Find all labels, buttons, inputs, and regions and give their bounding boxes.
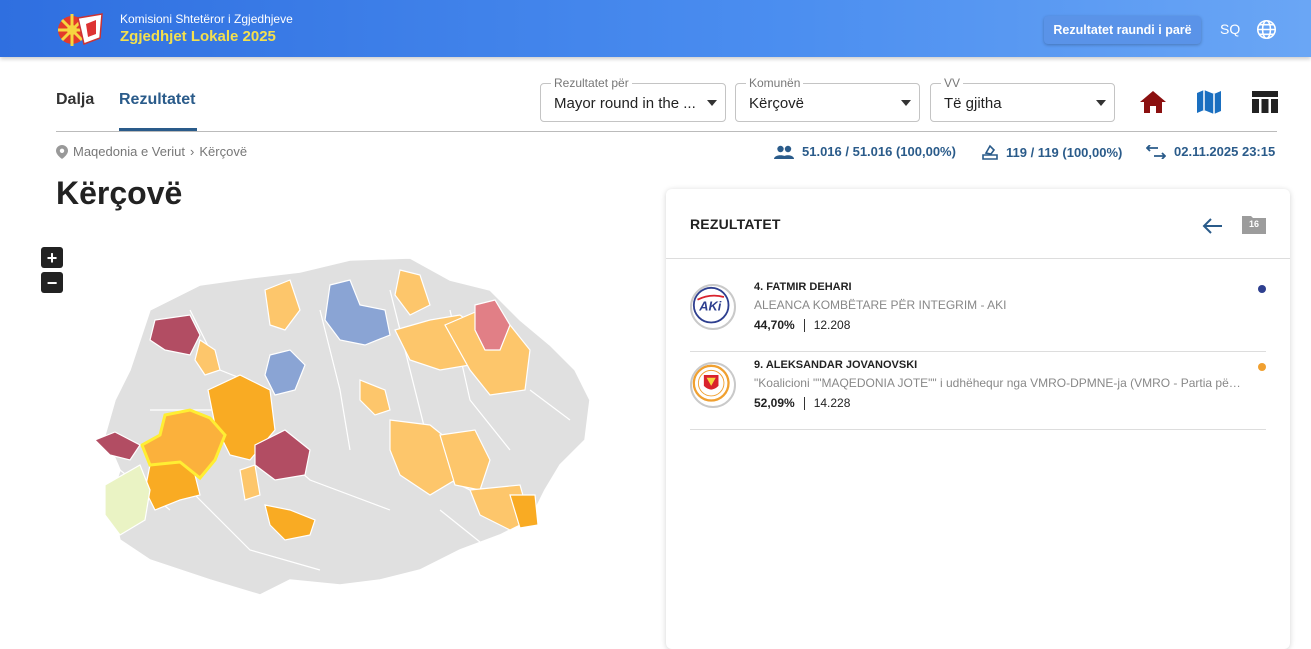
zoom-in-button[interactable]: + (41, 247, 63, 268)
sync-arrows-icon (1146, 144, 1166, 159)
orange-regions (144, 374, 539, 541)
breadcrumb-municipality: Kërçovë (199, 144, 248, 159)
candidate-party: ALEANCA KOMBËTARE PËR INTEGRIM - AKI (754, 298, 1007, 312)
breadcrumb-country[interactable]: Maqedonia e Veriut (73, 144, 186, 159)
folder-count: 16 (1248, 219, 1259, 229)
separator (803, 396, 805, 410)
breadcrumb: Maqedonia e Veriut › Kërçovë (56, 144, 247, 159)
voters-value: 51.016 / 51.016 (100,00%) (802, 144, 956, 159)
stations-value: 119 / 119 (100,00%) (1006, 144, 1123, 160)
municipality-select[interactable]: Komunën Kërçovë (735, 76, 920, 122)
stations-stat: 119 / 119 (100,00%) (982, 144, 1122, 160)
updated-value: 02.11.2025 23:15 (1174, 144, 1276, 159)
top-bar: Komisioni Shtetëror i Zgjedhjeve Zgjedhj… (0, 0, 1311, 57)
caret-down-icon (1096, 100, 1106, 106)
municipality-value: Kërçovë (749, 95, 805, 112)
candidate-percent: 52,09% (754, 396, 795, 410)
candidate-row[interactable]: 9. ALEKSANDAR JOVANOVSKI "Koalicioni ""M… (690, 352, 1266, 430)
caret-down-icon (707, 100, 717, 106)
svg-text:AKi: AKi (698, 299, 721, 314)
globe-icon[interactable] (1256, 19, 1277, 40)
table-icon[interactable] (1251, 89, 1279, 115)
party-color-dot (1258, 363, 1266, 371)
page-title: Kërçovë (56, 175, 183, 211)
caret-down-icon (901, 100, 911, 106)
voters-stat: 51.016 / 51.016 (100,00%) (774, 144, 956, 159)
sec-logo[interactable] (56, 10, 106, 48)
polling-station-select[interactable]: VV Të gjitha (930, 76, 1115, 122)
tab-turnout[interactable]: Dalja (56, 91, 95, 108)
blue-regions (264, 279, 391, 396)
divider (56, 131, 1277, 132)
location-pin-icon (56, 144, 68, 159)
results-for-value: Mayor round in the ... (554, 95, 696, 112)
municipality-label: Komunën (746, 76, 804, 90)
candidate-percent: 44,70% (754, 318, 795, 332)
results-panel-title: REZULTATET (690, 216, 781, 232)
candidate-party: "Koalicioni ""MAQEDONIA JOTE"" i udhëheq… (754, 376, 1244, 390)
municipality-map[interactable] (90, 250, 600, 600)
maroon-regions (93, 314, 311, 481)
separator (803, 318, 805, 332)
polling-station-label: VV (941, 76, 964, 90)
party-logo-aki: AKi (690, 284, 736, 330)
pink-region (474, 299, 511, 351)
org-name: Komisioni Shtetëror i Zgjedhjeve (120, 12, 293, 26)
candidate-result: 52,09% 14.228 (754, 396, 850, 410)
first-round-results-button[interactable]: Rezultatet raundi i parë (1044, 16, 1201, 44)
active-tab-indicator (119, 128, 197, 131)
chevron-right-icon: › (190, 144, 195, 159)
results-for-label: Rezultatet për (551, 76, 632, 90)
candidate-votes: 14.228 (813, 396, 851, 410)
polling-station-value: Të gjitha (944, 95, 1002, 112)
pale-region (104, 464, 151, 536)
folder-icon[interactable] (1242, 214, 1266, 234)
map-icon[interactable] (1195, 89, 1223, 115)
tab-results[interactable]: Rezultatet (119, 91, 196, 108)
zoom-out-button[interactable]: − (41, 272, 63, 293)
election-title: Zgjedhjet Lokale 2025 (120, 28, 276, 45)
language-selector[interactable]: SQ (1220, 21, 1241, 37)
candidate-name: 4. FATMIR DEHARI (754, 281, 852, 293)
candidate-votes: 12.208 (813, 318, 851, 332)
results-for-select[interactable]: Rezultatet për Mayor round in the ... (540, 76, 726, 122)
highlighted-municipality-kercove[interactable] (140, 408, 227, 481)
candidate-result: 44,70% 12.208 (754, 318, 850, 332)
party-color-dot (1258, 285, 1266, 293)
candidate-name: 9. ALEKSANDAR JOVANOVSKI (754, 359, 918, 371)
updated-stat: 02.11.2025 23:15 (1146, 144, 1275, 159)
people-icon (774, 145, 794, 159)
divider (666, 258, 1290, 259)
party-logo-vmro (690, 362, 736, 408)
arrow-left-icon[interactable] (1202, 215, 1224, 237)
candidate-row[interactable]: AKi 4. FATMIR DEHARI ALEANCA KOMBËTARE P… (690, 274, 1266, 352)
ballot-box-icon (982, 144, 998, 160)
home-icon[interactable] (1139, 89, 1167, 115)
results-panel: REZULTATET 16 AKi 4. FATMIR DEHARI ALEAN… (666, 189, 1290, 649)
